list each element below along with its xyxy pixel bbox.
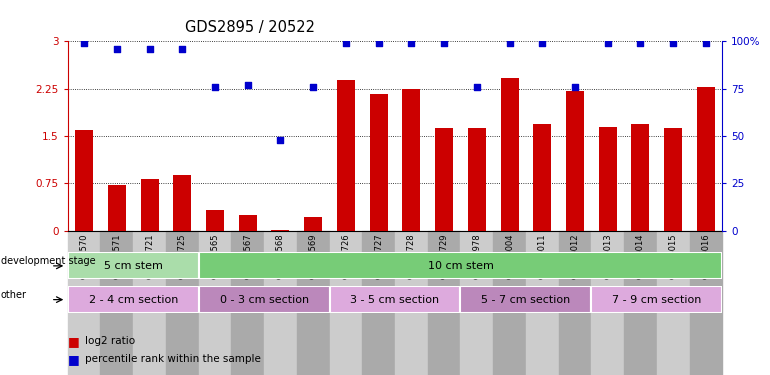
Bar xyxy=(534,124,551,231)
Bar xyxy=(631,124,649,231)
Bar xyxy=(199,231,231,375)
Bar xyxy=(337,80,355,231)
Bar xyxy=(697,87,715,231)
Point xyxy=(700,40,712,46)
Bar xyxy=(296,231,330,375)
Bar xyxy=(68,286,199,313)
Bar xyxy=(330,286,460,313)
Bar xyxy=(657,231,690,375)
Bar xyxy=(395,231,428,375)
Point xyxy=(536,40,548,46)
Bar xyxy=(370,94,387,231)
Bar xyxy=(460,286,591,313)
Bar xyxy=(665,128,682,231)
Bar xyxy=(141,179,159,231)
Bar xyxy=(599,127,617,231)
Bar xyxy=(100,231,133,375)
Bar xyxy=(264,231,297,375)
Bar xyxy=(239,216,256,231)
Bar xyxy=(304,217,322,231)
Point xyxy=(373,40,385,46)
Bar xyxy=(231,231,264,375)
Point xyxy=(438,40,450,46)
Point xyxy=(176,46,189,53)
Bar xyxy=(468,128,486,231)
Bar xyxy=(173,175,191,231)
Bar xyxy=(460,231,494,375)
Point xyxy=(143,46,156,52)
Point xyxy=(209,84,221,90)
Text: 2 - 4 cm section: 2 - 4 cm section xyxy=(89,295,178,304)
Bar xyxy=(75,130,93,231)
Bar xyxy=(206,210,224,231)
Point xyxy=(307,84,320,90)
Bar xyxy=(526,231,559,375)
Bar xyxy=(493,231,526,375)
Point xyxy=(601,40,614,46)
Bar xyxy=(199,286,330,313)
Text: development stage: development stage xyxy=(1,256,95,266)
Bar xyxy=(566,91,584,231)
Point xyxy=(274,137,286,143)
Bar xyxy=(403,88,420,231)
Text: ■: ■ xyxy=(68,335,79,348)
Bar xyxy=(428,231,460,375)
Point xyxy=(569,84,581,90)
Text: GDS2895 / 20522: GDS2895 / 20522 xyxy=(185,20,315,35)
Point xyxy=(504,40,516,46)
Text: other: other xyxy=(1,290,27,300)
Bar xyxy=(435,128,453,231)
Bar xyxy=(108,184,126,231)
Text: 7 - 9 cm section: 7 - 9 cm section xyxy=(612,295,701,304)
Point xyxy=(242,82,254,88)
Bar xyxy=(363,231,395,375)
Text: 10 cm stem: 10 cm stem xyxy=(427,261,494,271)
Bar xyxy=(68,252,199,279)
Bar xyxy=(559,231,591,375)
Point xyxy=(78,40,90,46)
Point xyxy=(340,40,352,46)
Text: log2 ratio: log2 ratio xyxy=(85,336,135,346)
Bar xyxy=(591,286,722,313)
Bar xyxy=(133,231,166,375)
Point xyxy=(634,40,647,46)
Text: 0 - 3 cm section: 0 - 3 cm section xyxy=(219,295,309,304)
Point xyxy=(470,84,483,90)
Bar xyxy=(690,231,722,375)
Text: 5 cm stem: 5 cm stem xyxy=(104,261,162,271)
Text: percentile rank within the sample: percentile rank within the sample xyxy=(85,354,260,364)
Text: 5 - 7 cm section: 5 - 7 cm section xyxy=(481,295,571,304)
Bar xyxy=(624,231,657,375)
Bar xyxy=(199,252,722,279)
Bar xyxy=(330,231,363,375)
Text: 3 - 5 cm section: 3 - 5 cm section xyxy=(350,295,440,304)
Bar xyxy=(500,78,518,231)
Bar xyxy=(166,231,199,375)
Point xyxy=(405,40,417,46)
Bar xyxy=(68,231,100,375)
Bar xyxy=(591,231,624,375)
Point xyxy=(111,46,123,53)
Point xyxy=(667,40,679,46)
Text: ■: ■ xyxy=(68,353,79,366)
Bar xyxy=(272,230,290,231)
